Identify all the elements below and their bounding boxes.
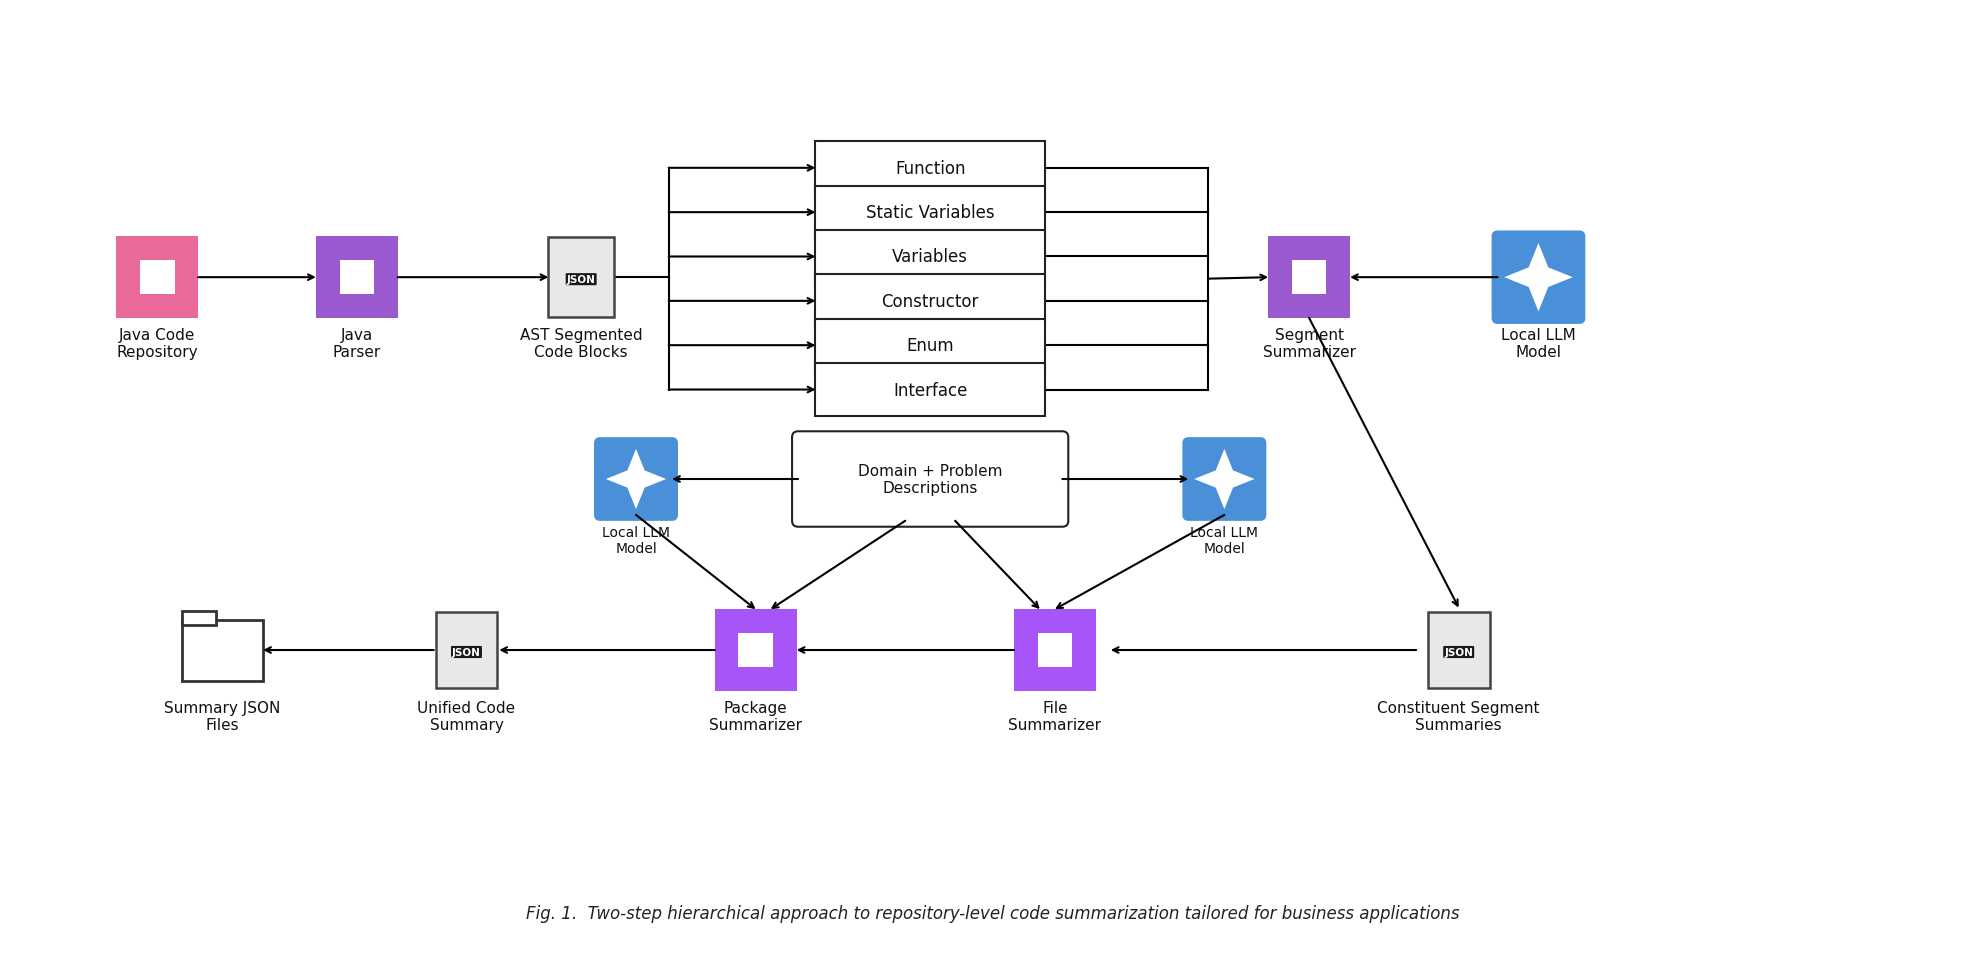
FancyBboxPatch shape [1182, 437, 1267, 521]
FancyBboxPatch shape [141, 260, 175, 295]
Text: Domain + Problem
Descriptions: Domain + Problem Descriptions [858, 463, 1003, 496]
FancyBboxPatch shape [792, 431, 1068, 528]
Polygon shape [1194, 450, 1255, 509]
FancyBboxPatch shape [594, 437, 677, 521]
Text: File
Summarizer: File Summarizer [1009, 700, 1102, 732]
FancyBboxPatch shape [816, 275, 1045, 328]
Text: JSON: JSON [453, 648, 481, 657]
Text: Summary JSON
Files: Summary JSON Files [165, 700, 280, 732]
FancyBboxPatch shape [316, 237, 397, 319]
FancyBboxPatch shape [1293, 260, 1327, 295]
FancyBboxPatch shape [816, 186, 1045, 239]
FancyBboxPatch shape [1269, 237, 1350, 319]
Text: Java
Parser: Java Parser [334, 328, 381, 360]
Text: Constituent Segment
Summaries: Constituent Segment Summaries [1378, 700, 1539, 732]
Text: Constructor: Constructor [882, 292, 979, 310]
FancyBboxPatch shape [1491, 232, 1585, 325]
Text: Fig. 1.  Two-step hierarchical approach to repository-level code summarization t: Fig. 1. Two-step hierarchical approach t… [526, 904, 1460, 923]
Text: Segment
Summarizer: Segment Summarizer [1263, 328, 1356, 360]
FancyBboxPatch shape [816, 231, 1045, 283]
FancyBboxPatch shape [816, 364, 1045, 416]
Polygon shape [1503, 244, 1573, 312]
FancyBboxPatch shape [816, 319, 1045, 372]
Text: Local LLM
Model: Local LLM Model [1501, 328, 1575, 360]
Text: JSON: JSON [566, 275, 596, 284]
Text: AST Segmented
Code Blocks: AST Segmented Code Blocks [520, 328, 641, 360]
FancyBboxPatch shape [715, 609, 796, 691]
Text: Interface: Interface [894, 382, 967, 399]
FancyBboxPatch shape [117, 237, 199, 319]
Text: JSON: JSON [1444, 648, 1474, 657]
Text: Local LLM
Model: Local LLM Model [602, 526, 669, 555]
Text: Package
Summarizer: Package Summarizer [709, 700, 802, 732]
FancyBboxPatch shape [340, 260, 373, 295]
FancyBboxPatch shape [548, 237, 614, 318]
FancyBboxPatch shape [1015, 609, 1096, 691]
Text: Function: Function [896, 160, 965, 178]
Text: Variables: Variables [892, 248, 969, 266]
FancyBboxPatch shape [181, 620, 262, 680]
Text: Unified Code
Summary: Unified Code Summary [417, 700, 516, 732]
FancyBboxPatch shape [1037, 633, 1072, 668]
FancyBboxPatch shape [1428, 613, 1490, 688]
FancyBboxPatch shape [739, 633, 773, 668]
FancyBboxPatch shape [816, 142, 1045, 195]
Text: Static Variables: Static Variables [866, 204, 995, 222]
FancyBboxPatch shape [181, 612, 216, 626]
FancyBboxPatch shape [435, 613, 496, 688]
Text: Java Code
Repository: Java Code Repository [117, 328, 199, 360]
Text: Enum: Enum [906, 337, 953, 355]
Polygon shape [606, 450, 665, 509]
Text: Local LLM
Model: Local LLM Model [1190, 526, 1259, 555]
